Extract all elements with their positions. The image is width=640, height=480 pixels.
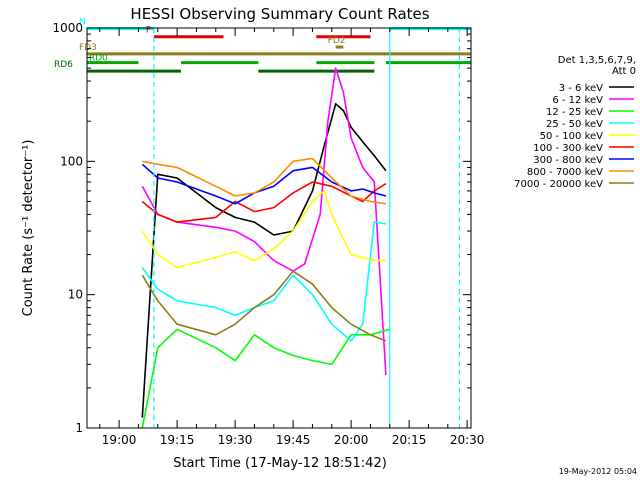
- series-line-8: [141, 270, 387, 342]
- x-tick-label: 19:30: [218, 433, 253, 447]
- legend-label-8: 7000 - 20000 keV: [514, 179, 603, 190]
- footer-timestamp: 19-May-2012 05:04: [559, 467, 637, 476]
- series-line-5: [141, 181, 387, 223]
- y-tick-label: 1000: [52, 21, 83, 35]
- plot-frame: [86, 27, 472, 429]
- y-tick-label: 10: [68, 288, 83, 302]
- legend-label-2: 12 - 25 keV: [546, 107, 603, 118]
- series-line-3: [141, 221, 387, 342]
- legend-label-7: 800 - 7000 keV: [527, 167, 603, 178]
- flag-label-n: N: [79, 18, 86, 28]
- series-line-4: [141, 190, 386, 269]
- flag-label-fd3: FD3: [79, 43, 97, 53]
- flag-label-fd2: FD2: [328, 36, 346, 46]
- series-line-0: [141, 103, 387, 418]
- legend-label-1: 6 - 12 keV: [552, 95, 603, 106]
- legend-label-0: 3 - 6 keV: [559, 83, 603, 94]
- y-tick-label: 1: [75, 421, 83, 435]
- x-tick-label: 19:15: [160, 433, 195, 447]
- flag-label-f: F: [146, 26, 151, 36]
- vlines-layer: [153, 28, 460, 428]
- x-tick-label: 20:30: [450, 433, 485, 447]
- y-axis-label: Count Rate (s⁻¹ detector⁻¹): [21, 140, 36, 317]
- x-tick-label: 19:00: [102, 433, 137, 447]
- x-tick-label: 20:15: [392, 433, 427, 447]
- legend-label-4: 50 - 100 keV: [540, 131, 604, 142]
- legend-label-3: 25 - 50 keV: [546, 119, 603, 130]
- x-tick-label: 19:45: [276, 433, 311, 447]
- axes-layer: 19:00 19:15 19:30 19:45 20:00 20:15 20:30 1 10 10…: [52, 21, 484, 447]
- x-axis-label: Start Time (17-May-12 18:51:42): [173, 456, 387, 471]
- flag-label-rd6: RD6: [54, 60, 73, 70]
- legend-label-6: 300 - 800 keV: [533, 155, 603, 166]
- flag-label-rd0: RD0: [89, 54, 108, 64]
- legend-title-line: Att 0: [612, 66, 636, 77]
- series-line-7: [142, 157, 387, 205]
- x-tick-label: 20:00: [334, 433, 369, 447]
- legend-label-5: 100 - 300 keV: [533, 143, 603, 154]
- chart-title: HESSI Observing Summary Count Rates: [130, 5, 429, 23]
- y-tick-label: 100: [60, 154, 83, 168]
- series-line-6: [141, 163, 387, 205]
- series-layer: [141, 67, 391, 429]
- series-line-2: [141, 328, 391, 429]
- series-line-1: [141, 67, 387, 375]
- legend-title-line: Det 1,3,5,6,7,9,: [558, 55, 636, 66]
